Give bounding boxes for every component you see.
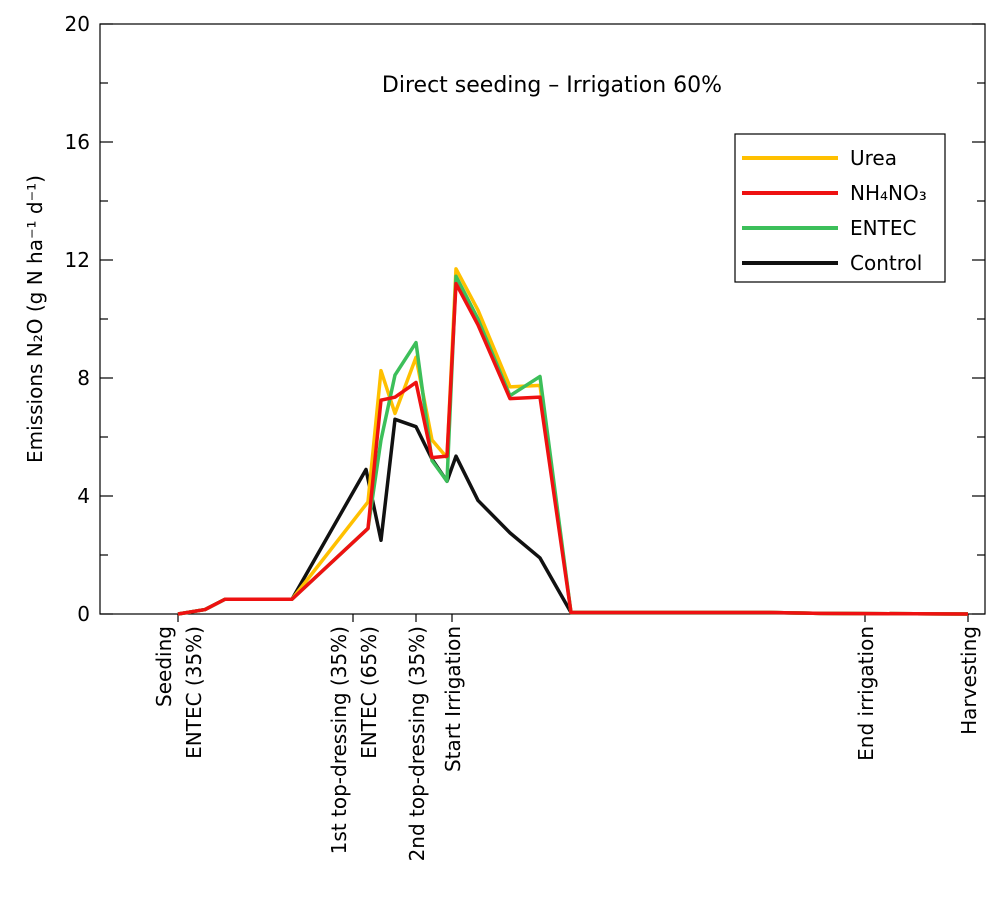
series-line (177, 267, 969, 616)
event-label: Harvesting (957, 626, 981, 735)
y-tick-label: 20 (65, 12, 90, 36)
y-tick-label: 8 (77, 366, 90, 390)
series-line (177, 417, 969, 616)
event-label: 1st top-dressing (35%) (327, 626, 351, 854)
y-tick-label: 4 (77, 484, 90, 508)
legend-label: NH₄NO₃ (850, 181, 927, 205)
y-tick-label: 12 (65, 248, 90, 272)
event-label: ENTEC (65%) (357, 626, 381, 759)
y-tick-label: 16 (65, 130, 90, 154)
event-label: End irrigation (854, 626, 878, 761)
series-line (177, 281, 969, 616)
plot-frame (99, 23, 986, 615)
legend-label: ENTEC (850, 216, 916, 240)
event-label: ENTEC (35%) (182, 626, 206, 759)
event-label: 2nd top-dressing (35%) (405, 626, 429, 861)
series-line (177, 274, 969, 616)
legend-label: Control (850, 251, 922, 275)
y-tick-label: 0 (77, 602, 90, 626)
event-label: Seeding (152, 626, 176, 707)
legend-label: Urea (850, 146, 897, 170)
event-label: Start Irrigation (441, 626, 465, 772)
chart-title: Direct seeding – Irrigation 60% (382, 73, 722, 98)
y-axis-label: Emissions N₂O (g N ha⁻¹ d⁻¹) (23, 175, 47, 463)
